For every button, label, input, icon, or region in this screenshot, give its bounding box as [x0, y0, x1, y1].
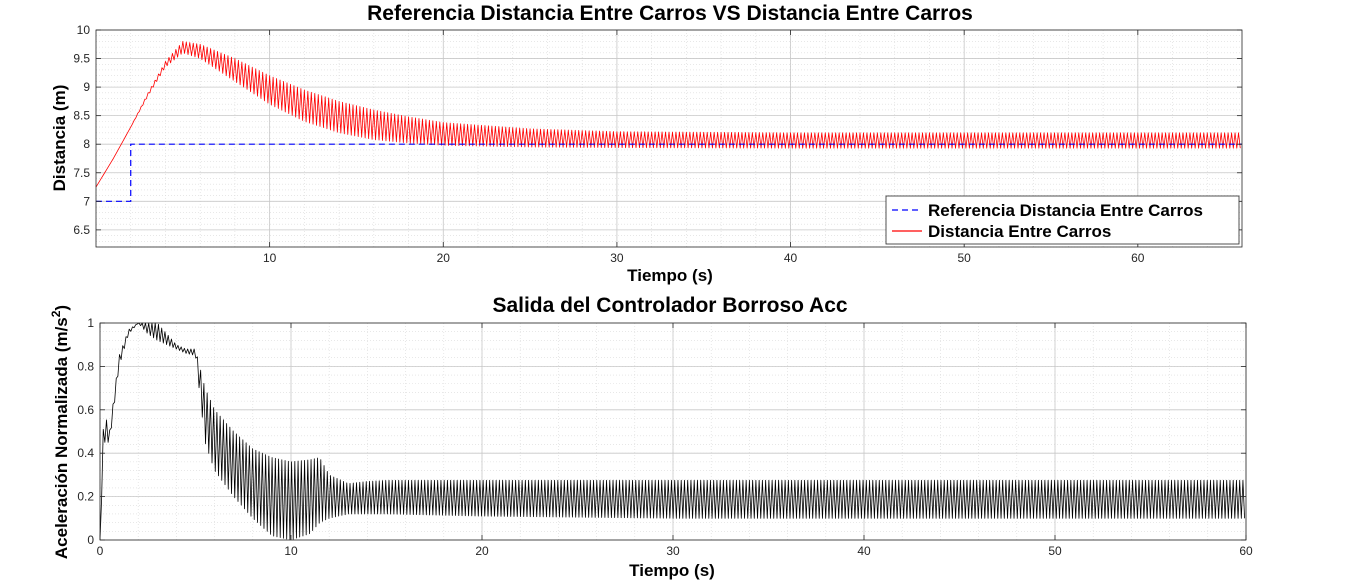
- x-tick-label: 20: [437, 251, 451, 265]
- chart-distance: Referencia Distancia Entre Carros VS Dis…: [50, 2, 1243, 285]
- y-label-superscript: 2: [49, 310, 63, 317]
- series-line: [95, 41, 1241, 188]
- chart-distance-series-actual: [95, 41, 1241, 188]
- legend-box: [885, 195, 1240, 245]
- chart-distance-title: Referencia Distancia Entre Carros VS Dis…: [367, 2, 973, 25]
- chart-distance-y-label: Distancia (m): [50, 85, 69, 192]
- chart-controller-y-ticks: 0 0.2 0.4 0.6 0.8 1: [77, 316, 1246, 547]
- legend-label-actual: Distancia Entre Carros: [928, 222, 1111, 241]
- y-tick-label: 10: [77, 23, 91, 37]
- chart-controller-x-label: Tiempo (s): [629, 561, 715, 580]
- series-line: [99, 322, 1245, 541]
- y-tick-label: 1: [87, 316, 94, 330]
- y-label-main: Aceleración Normalizada (m/s: [52, 317, 71, 559]
- x-tick-label: 40: [784, 251, 798, 265]
- chart-distance-legend: Referencia Distancia Entre Carros Distan…: [885, 195, 1240, 245]
- chart-distance-y-ticks: 6.5 7 7.5 8 8.5 9 9.5 10: [73, 23, 1242, 237]
- y-tick-label: 7: [83, 194, 90, 208]
- chart-distance-axes-box: [95, 29, 1243, 248]
- x-tick-label: 60: [1131, 251, 1145, 265]
- x-tick-label: 50: [958, 251, 972, 265]
- y-tick-label: 0: [87, 533, 94, 547]
- legend-label-reference: Referencia Distancia Entre Carros: [928, 201, 1203, 220]
- y-tick-label: 0.4: [77, 446, 94, 460]
- y-tick-label: 0.2: [77, 490, 94, 504]
- y-tick-label: 9: [83, 80, 90, 94]
- chart-controller-x-ticks: 0 10 20 30 40 50 60: [97, 323, 1253, 558]
- x-tick-label: 40: [857, 544, 871, 558]
- chart-distance-series-reference: [96, 143, 1242, 202]
- chart-distance-x-ticks: 10 20 30 40 50 60: [263, 30, 1145, 265]
- x-tick-label: 30: [666, 544, 680, 558]
- y-tick-label: 6.5: [73, 223, 90, 237]
- x-tick-label: 60: [1239, 544, 1253, 558]
- chart-controller-series-output: [99, 322, 1245, 541]
- y-tick-label: 8: [83, 137, 90, 151]
- x-tick-label: 10: [263, 251, 277, 265]
- x-tick-label: 30: [610, 251, 624, 265]
- series-line: [96, 143, 1242, 202]
- y-tick-label: 0.8: [77, 359, 94, 373]
- y-tick-label: 7.5: [73, 166, 90, 180]
- chart-controller-title: Salida del Controlador Borroso Acc: [492, 294, 847, 317]
- y-tick-label: 8.5: [73, 109, 90, 123]
- x-tick-label: 20: [475, 544, 489, 558]
- chart-controller-y-label: Aceleración Normalizada (m/s2): [49, 305, 71, 559]
- x-tick-label: 10: [284, 544, 298, 558]
- chart-controller: Salida del Controlador Borroso Acc 0 10 20…: [49, 294, 1253, 580]
- y-tick-label: 9.5: [73, 52, 90, 66]
- y-label-close: ): [52, 305, 71, 311]
- y-tick-label: 0.6: [77, 403, 94, 417]
- x-tick-label: 50: [1048, 544, 1062, 558]
- x-tick-label: 0: [97, 544, 104, 558]
- chart-distance-x-label: Tiempo (s): [627, 266, 713, 285]
